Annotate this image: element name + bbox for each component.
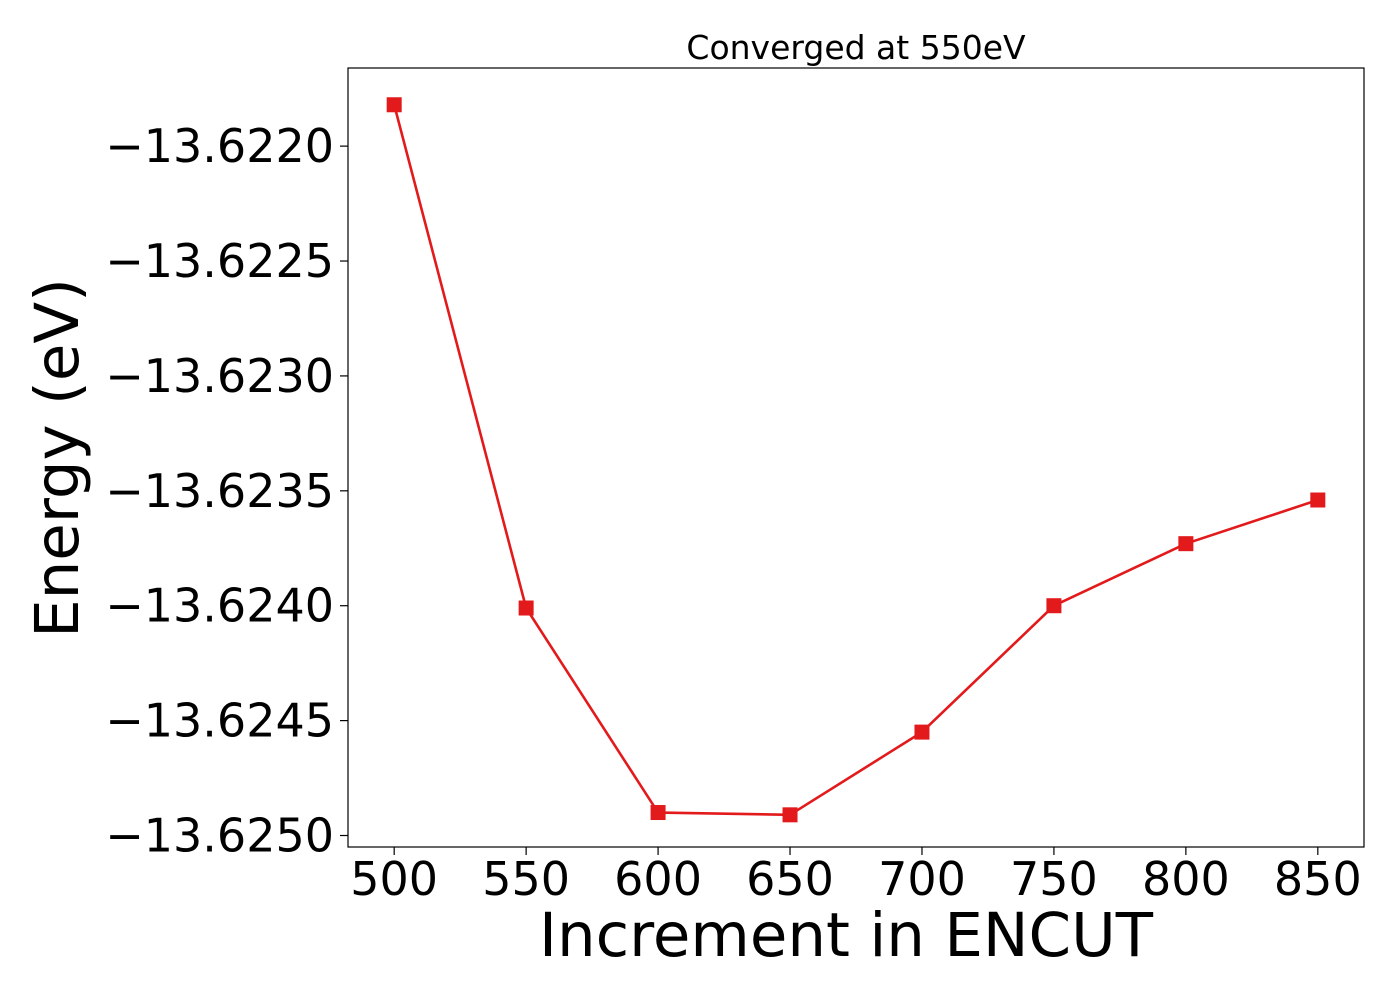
- data-point-marker: [782, 807, 798, 823]
- plot-area-frame: [347, 67, 1365, 848]
- series-layer: [386, 97, 1326, 823]
- x-tick-label: 650: [746, 852, 834, 906]
- chart-title: Converged at 550eV: [686, 28, 1026, 67]
- x-tick-label: 500: [350, 852, 438, 906]
- x-tick-label: 600: [614, 852, 702, 906]
- y-tick-label: −13.6240: [105, 579, 334, 633]
- x-tick-label: 550: [482, 852, 570, 906]
- y-tick-label: −13.6230: [105, 349, 334, 403]
- x-tick-label: 850: [1274, 852, 1362, 906]
- x-tick-label: 700: [878, 852, 966, 906]
- data-point-marker: [650, 805, 666, 821]
- x-tick-label: 750: [1010, 852, 1098, 906]
- data-point-marker: [1310, 492, 1326, 508]
- data-point-marker: [1178, 536, 1194, 552]
- data-point-marker: [914, 724, 930, 740]
- y-tick-label: −13.6220: [105, 119, 334, 173]
- y-axis-ticks: −13.6220 −13.6225 −13.6230 −13.6235 −13.6240…: [105, 119, 348, 863]
- y-tick-label: −13.6250: [105, 809, 334, 863]
- data-point-marker: [1046, 598, 1062, 614]
- data-point-marker: [386, 97, 402, 113]
- x-tick-label: 800: [1142, 852, 1230, 906]
- y-tick-label: −13.6245: [105, 694, 334, 748]
- x-axis-label: Increment in ENCUT: [539, 900, 1154, 971]
- y-axis-label: Energy (eV): [22, 278, 93, 638]
- y-tick-label: −13.6235: [105, 464, 334, 518]
- y-tick-label: −13.6225: [105, 234, 334, 288]
- series-line: [392, 104, 1319, 817]
- x-axis-ticks: 500 550 600 650 700 750 800 850: [350, 847, 1362, 906]
- data-point-marker: [518, 600, 534, 616]
